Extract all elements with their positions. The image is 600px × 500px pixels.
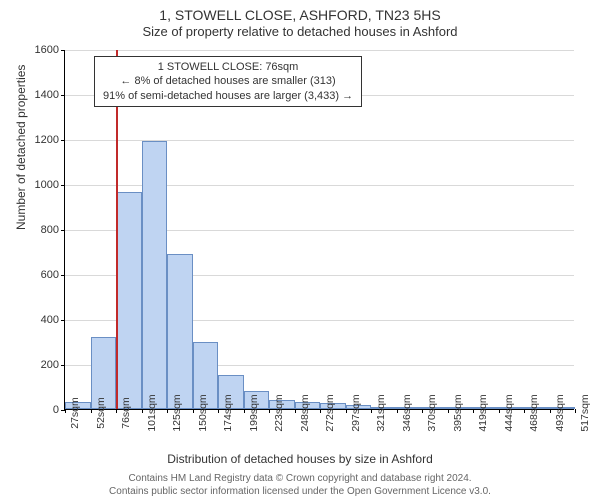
xtick-mark [422, 409, 423, 413]
xtick-mark [575, 409, 576, 413]
page-subtitle: Size of property relative to detached ho… [0, 24, 600, 41]
ytick-label: 600 [41, 269, 59, 281]
ytick-mark [61, 185, 65, 186]
xtick-label: 517sqm [579, 394, 591, 431]
xtick-label: 248sqm [299, 394, 311, 431]
xtick-label: 297sqm [350, 394, 362, 431]
xtick-mark [65, 409, 66, 413]
xtick-label: 199sqm [248, 394, 260, 431]
xtick-label: 101sqm [146, 394, 158, 431]
annotation-line2: ← 8% of detached houses are smaller (313… [103, 74, 353, 88]
ytick-mark [61, 275, 65, 276]
xtick-label: 444sqm [503, 394, 515, 431]
histogram-bar [142, 141, 167, 409]
xtick-label: 223sqm [273, 394, 285, 431]
footer-line2: Contains public sector information licen… [0, 486, 600, 499]
xtick-mark [116, 409, 117, 413]
xtick-mark [346, 409, 347, 413]
ytick-label: 1000 [35, 179, 59, 191]
xtick-label: 150sqm [197, 394, 209, 431]
ytick-mark [61, 140, 65, 141]
xtick-mark [244, 409, 245, 413]
xtick-label: 76sqm [120, 397, 132, 429]
xtick-label: 27sqm [69, 397, 81, 429]
footer: Contains HM Land Registry data © Crown c… [0, 473, 600, 498]
xtick-mark [142, 409, 143, 413]
xtick-mark [448, 409, 449, 413]
ytick-label: 1400 [35, 89, 59, 101]
xtick-mark [91, 409, 92, 413]
ytick-label: 1600 [35, 44, 59, 56]
xtick-mark [269, 409, 270, 413]
annotation-line1: 1 STOWELL CLOSE: 76sqm [103, 60, 353, 74]
annotation-line3: 91% of semi-detached houses are larger (… [103, 89, 353, 103]
chart-area: 0200400600800100012001400160027sqm52sqm7… [64, 50, 574, 410]
ytick-mark [61, 95, 65, 96]
xtick-mark [320, 409, 321, 413]
xtick-mark [218, 409, 219, 413]
ytick-label: 800 [41, 224, 59, 236]
histogram-bar [167, 254, 193, 409]
xtick-label: 321sqm [375, 394, 387, 431]
xtick-mark [295, 409, 296, 413]
footer-line1: Contains HM Land Registry data © Crown c… [0, 473, 600, 486]
xtick-label: 419sqm [477, 394, 489, 431]
histogram-bar [116, 192, 142, 409]
xtick-mark [167, 409, 168, 413]
xtick-mark [193, 409, 194, 413]
xtick-mark [524, 409, 525, 413]
ytick-label: 400 [41, 314, 59, 326]
ytick-label: 200 [41, 359, 59, 371]
annotation-box: 1 STOWELL CLOSE: 76sqm ← 8% of detached … [94, 56, 362, 107]
xtick-mark [397, 409, 398, 413]
chart-container: 1, STOWELL CLOSE, ASHFORD, TN23 5HS Size… [0, 0, 600, 500]
xtick-label: 125sqm [171, 394, 183, 431]
xtick-mark [371, 409, 372, 413]
xtick-label: 493sqm [554, 394, 566, 431]
ytick-mark [61, 230, 65, 231]
xtick-label: 272sqm [324, 394, 336, 431]
grid-line [65, 50, 574, 51]
ytick-label: 1200 [35, 134, 59, 146]
page-title: 1, STOWELL CLOSE, ASHFORD, TN23 5HS [0, 0, 600, 24]
xtick-mark [550, 409, 551, 413]
xtick-label: 468sqm [528, 394, 540, 431]
ytick-mark [61, 365, 65, 366]
xtick-label: 52sqm [95, 397, 107, 429]
xtick-label: 395sqm [452, 394, 464, 431]
y-axis-label: Number of detached properties [14, 65, 28, 230]
x-axis-label: Distribution of detached houses by size … [0, 452, 600, 466]
ytick-mark [61, 50, 65, 51]
ytick-label: 0 [53, 404, 59, 416]
xtick-label: 370sqm [426, 394, 438, 431]
xtick-mark [499, 409, 500, 413]
xtick-label: 346sqm [401, 394, 413, 431]
xtick-mark [473, 409, 474, 413]
ytick-mark [61, 320, 65, 321]
xtick-label: 174sqm [222, 394, 234, 431]
